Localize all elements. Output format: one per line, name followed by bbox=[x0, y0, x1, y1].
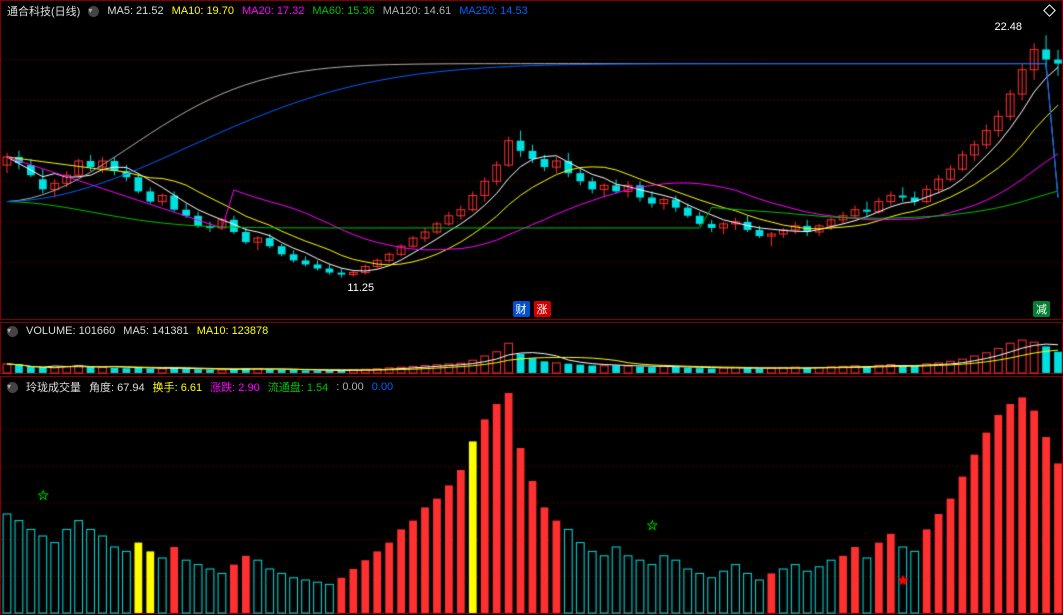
low-price-label: 11.25 bbox=[347, 282, 374, 294]
change-label: 涨跌: 2.90 bbox=[210, 379, 260, 395]
candlestick-canvas bbox=[1, 1, 1063, 321]
signal-star-icon: ☆ bbox=[37, 487, 50, 504]
indicator-name: 玲珑成交量 bbox=[26, 379, 81, 395]
price-badges: 财涨 bbox=[511, 301, 553, 317]
signal-star-icon: ★ bbox=[897, 572, 910, 589]
angle-label: 角度: 67.94 bbox=[89, 379, 145, 395]
ma20-label: MA20: 17.32 bbox=[242, 5, 304, 17]
info-badge[interactable]: 财 bbox=[513, 301, 530, 317]
volume-label: VOLUME: 101660 bbox=[26, 325, 115, 337]
float-label: 流通盘: 1.54 bbox=[268, 379, 329, 395]
turnover-label: 换手: 6.61 bbox=[153, 379, 203, 395]
ma250-label: MA250: 14.53 bbox=[459, 5, 528, 17]
indicator-panel[interactable]: ▾ 玲珑成交量 角度: 67.94 换手: 6.61 涨跌: 2.90 流通盘:… bbox=[0, 376, 1063, 614]
badge-right: 减 bbox=[1033, 301, 1050, 317]
stock-title: 通合科技(日线) bbox=[7, 3, 80, 19]
zero1-label: : 0.00 bbox=[336, 381, 364, 393]
price-header: 通合科技(日线) ▾ MA5: 21.52 MA10: 19.70 MA20: … bbox=[7, 3, 528, 19]
volma5-label: MA5: 141381 bbox=[123, 325, 188, 337]
ma60-label: MA60: 15.36 bbox=[312, 5, 374, 17]
zero2-label: 0.00 bbox=[372, 381, 393, 393]
volume-panel[interactable]: ▾ VOLUME: 101660 MA5: 141381 MA10: 12387… bbox=[0, 322, 1063, 374]
collapse-icon[interactable]: ▾ bbox=[88, 6, 99, 17]
price-chart-panel[interactable]: 通合科技(日线) ▾ MA5: 21.52 MA10: 19.70 MA20: … bbox=[0, 0, 1063, 320]
indicator-header: ▾ 玲珑成交量 角度: 67.94 换手: 6.61 涨跌: 2.90 流通盘:… bbox=[7, 379, 393, 395]
ma5-label: MA5: 21.52 bbox=[107, 5, 163, 17]
collapse-icon[interactable]: ▾ bbox=[7, 326, 18, 337]
ma120-label: MA120: 14.61 bbox=[383, 5, 452, 17]
volume-header: ▾ VOLUME: 101660 MA5: 141381 MA10: 12387… bbox=[7, 325, 268, 337]
collapse-icon[interactable]: ▾ bbox=[7, 382, 18, 393]
info-badge[interactable]: 涨 bbox=[534, 301, 551, 317]
volma10-label: MA10: 123878 bbox=[197, 325, 269, 337]
ma10-label: MA10: 19.70 bbox=[172, 5, 234, 17]
signal-star-icon: ☆ bbox=[646, 517, 659, 534]
high-price-label: 22.48 bbox=[994, 21, 1022, 33]
